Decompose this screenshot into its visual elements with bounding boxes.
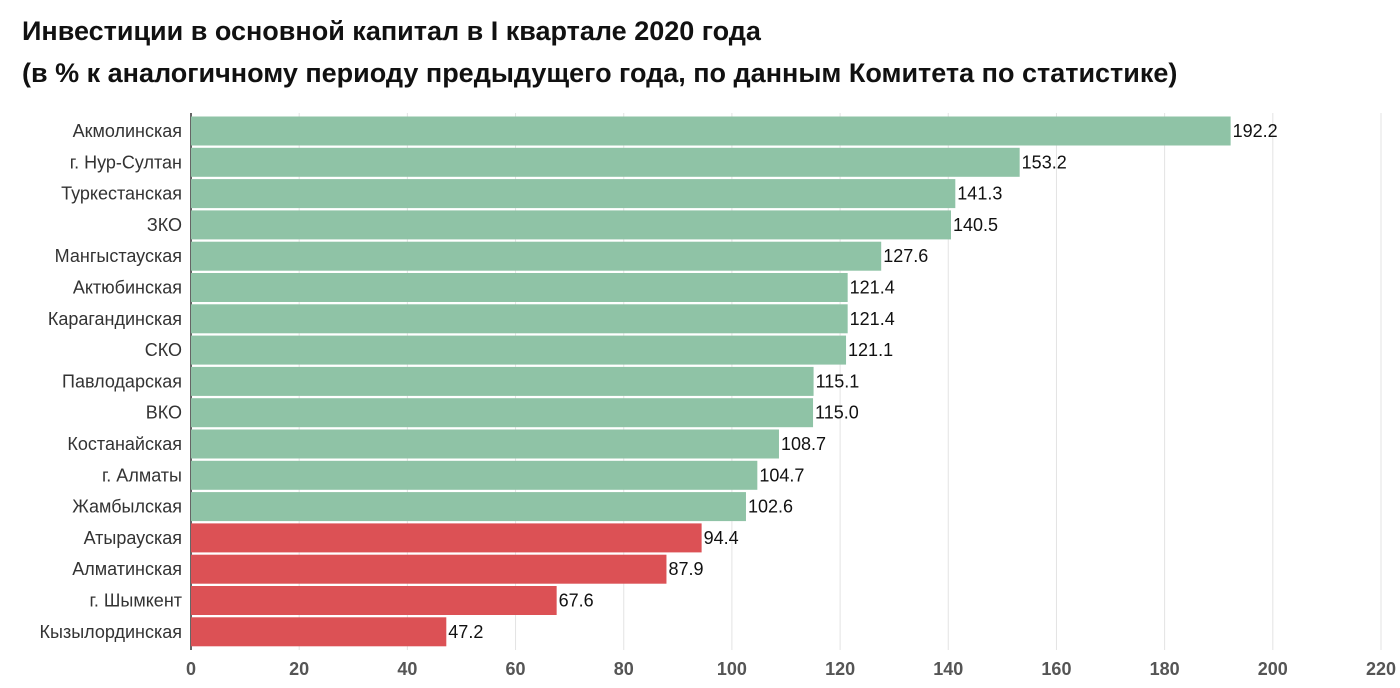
value-label: 121.4 xyxy=(850,278,895,298)
category-label: Жамбылская xyxy=(72,497,182,517)
chart-title-block: Инвестиции в основной капитал в I кварта… xyxy=(22,10,1177,94)
bar xyxy=(191,492,746,522)
category-label: Мангыстауская xyxy=(55,246,182,266)
category-label: г. Нур-Султан xyxy=(70,152,182,172)
category-label: г. Алматы xyxy=(102,465,182,485)
value-label: 115.1 xyxy=(816,371,860,391)
bar xyxy=(191,304,848,334)
category-label: Актюбинская xyxy=(73,278,182,298)
bar xyxy=(191,335,847,365)
x-tick-label: 220 xyxy=(1366,659,1396,679)
value-label: 94.4 xyxy=(704,528,739,548)
bar xyxy=(191,179,956,209)
x-tick-label: 100 xyxy=(717,659,747,679)
category-label: Костанайская xyxy=(67,434,182,454)
value-label: 104.7 xyxy=(759,465,804,485)
value-label: 67.6 xyxy=(559,591,594,611)
bar xyxy=(191,366,814,396)
bar xyxy=(191,210,951,240)
bar xyxy=(191,460,758,490)
x-tick-label: 0 xyxy=(186,659,196,679)
bar xyxy=(191,398,814,428)
value-label: 153.2 xyxy=(1022,152,1067,172)
x-tick-label: 200 xyxy=(1258,659,1288,679)
value-label: 87.9 xyxy=(668,559,703,579)
bar xyxy=(191,147,1020,177)
value-label: 127.6 xyxy=(883,246,928,266)
value-label: 102.6 xyxy=(748,497,793,517)
bar xyxy=(191,116,1231,146)
category-label: Акмолинская xyxy=(73,121,182,141)
bar xyxy=(191,554,667,584)
category-label: ЗКО xyxy=(147,215,182,235)
bar xyxy=(191,586,557,615)
category-label: Туркестанская xyxy=(61,184,182,204)
category-label: Атырауская xyxy=(84,528,182,548)
value-label: 121.4 xyxy=(850,309,895,329)
x-tick-label: 80 xyxy=(614,659,634,679)
category-label: СКО xyxy=(145,340,182,360)
bars xyxy=(191,116,1231,647)
category-label: Павлодарская xyxy=(62,371,182,391)
x-tick-label: 20 xyxy=(289,659,309,679)
chart-title: Инвестиции в основной капитал в I кварта… xyxy=(22,16,761,46)
value-label: 141.3 xyxy=(957,184,1002,204)
labels: 0 20 40 60 80 100 120 140 160 180 200 220 Акмолинска… xyxy=(40,121,1396,679)
value-label: 47.2 xyxy=(448,622,483,642)
value-label: 115.0 xyxy=(815,403,859,423)
bar xyxy=(191,429,779,459)
value-label: 108.7 xyxy=(781,434,826,454)
bar xyxy=(191,241,882,271)
bar xyxy=(191,617,447,647)
bar xyxy=(191,273,848,302)
x-tick-label: 120 xyxy=(825,659,855,679)
chart-subtitle: (в % к аналогичному периоду предыдущего … xyxy=(22,58,1178,88)
category-label: Карагандинская xyxy=(48,309,182,329)
x-tick-label: 160 xyxy=(1041,659,1071,679)
category-label: Кызылординская xyxy=(40,622,182,642)
x-tick-label: 140 xyxy=(933,659,963,679)
x-tick-label: 40 xyxy=(397,659,417,679)
value-label: 140.5 xyxy=(953,215,998,235)
category-label: г. Шымкент xyxy=(90,591,182,611)
category-label: Алматинская xyxy=(72,559,182,579)
category-label: ВКО xyxy=(146,403,182,423)
value-label: 121.1 xyxy=(848,340,893,360)
x-tick-label: 60 xyxy=(506,659,526,679)
value-label: 192.2 xyxy=(1233,121,1278,141)
x-tick-label: 180 xyxy=(1150,659,1180,679)
bar xyxy=(191,523,702,553)
